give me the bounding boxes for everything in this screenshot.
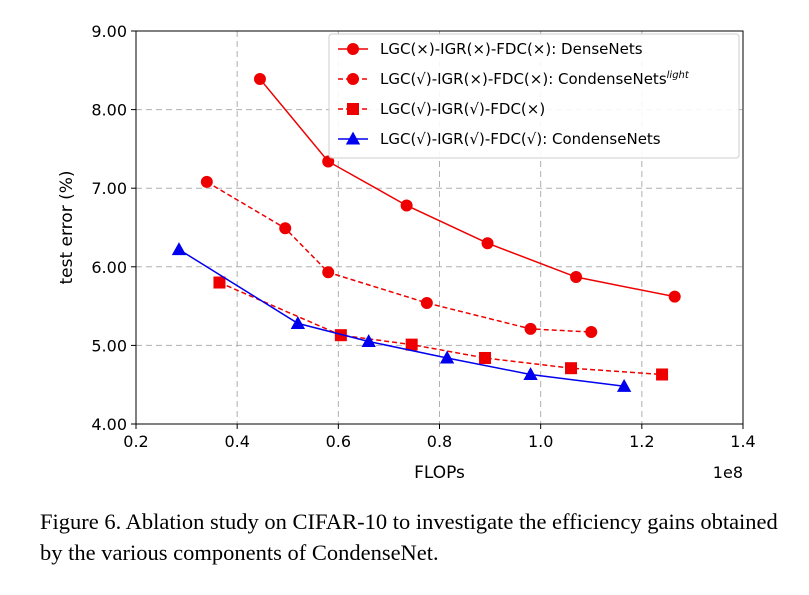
x-tick-label: 0.4 bbox=[224, 432, 249, 451]
y-axis-title: test error (%) bbox=[57, 170, 77, 284]
circle-marker bbox=[400, 199, 413, 212]
x-tick-label: 0.8 bbox=[427, 432, 452, 451]
legend-entry: LGC(√)-IGR(√)-FDC(×) bbox=[338, 100, 545, 118]
x-tick-label: 0.6 bbox=[326, 432, 351, 451]
series bbox=[171, 72, 681, 392]
series-2 bbox=[213, 276, 669, 381]
legend-entry: LGC(√)-IGR(×)-FDC(×): CondenseNetslight bbox=[338, 70, 690, 88]
triangle-marker bbox=[290, 316, 306, 329]
x-tick-label: 1.4 bbox=[730, 432, 755, 451]
y-tick-label: 5.00 bbox=[91, 336, 127, 355]
series-3 bbox=[171, 242, 632, 392]
y-tick-label: 4.00 bbox=[91, 415, 127, 434]
square-marker bbox=[347, 103, 359, 115]
circle-marker bbox=[322, 155, 335, 168]
figure-caption: Figure 6. Ablation study on CIFAR-10 to … bbox=[40, 509, 778, 565]
legend-box bbox=[328, 33, 740, 159]
legend-label: LGC(√)-IGR(×)-FDC(×): CondenseNetslight bbox=[380, 70, 690, 88]
circle-marker bbox=[668, 290, 681, 303]
chart: 0.2 0.4 0.6 0.8 1.0 1.2 1.4 4.00 5.00 6.00 7.00 8.0… bbox=[57, 22, 756, 483]
series-line bbox=[206, 181, 592, 333]
triangle-marker bbox=[361, 334, 376, 348]
circle-marker bbox=[200, 175, 213, 188]
legend: LGC(×)-IGR(×)-FDC(×): DenseNets LGC(√)-IG… bbox=[328, 33, 740, 159]
legend-entry: LGC(×)-IGR(×)-FDC(×): DenseNets bbox=[338, 40, 643, 58]
legend-label: LGC(√)-IGR(√)-FDC(√): CondenseNets bbox=[380, 130, 661, 148]
series-0 bbox=[253, 72, 681, 303]
legend-label-superscript: light bbox=[667, 70, 690, 81]
circle-marker bbox=[279, 222, 292, 235]
square-marker bbox=[565, 362, 578, 375]
x-axis-title: FLOPs bbox=[414, 463, 465, 483]
circle-marker bbox=[347, 43, 359, 55]
circle-marker bbox=[481, 237, 494, 250]
square-marker bbox=[213, 276, 226, 289]
legend-label: LGC(√)-IGR(√)-FDC(×) bbox=[380, 100, 545, 118]
series-line bbox=[259, 78, 675, 298]
circle-marker bbox=[253, 72, 266, 85]
circle-marker bbox=[570, 271, 583, 284]
series-line bbox=[219, 281, 663, 376]
circle-marker bbox=[322, 266, 335, 279]
y-tick-label: 7.00 bbox=[91, 179, 127, 198]
y-tick-label: 6.00 bbox=[91, 258, 127, 277]
square-marker bbox=[479, 351, 492, 364]
legend-label: LGC(×)-IGR(×)-FDC(×): DenseNets bbox=[380, 40, 643, 58]
x-tick-label: 0.2 bbox=[123, 432, 148, 451]
triangle-marker bbox=[345, 131, 361, 145]
circle-marker bbox=[347, 73, 359, 85]
circle-marker bbox=[524, 322, 537, 335]
x-tick-label: 1.0 bbox=[528, 432, 553, 451]
series-1 bbox=[200, 175, 598, 339]
series-line bbox=[178, 248, 625, 388]
y-tick-label: 8.00 bbox=[91, 101, 127, 120]
axis-ticks: 0.2 0.4 0.6 0.8 1.0 1.2 1.4 4.00 5.00 6.00 7.00 8.0… bbox=[91, 22, 755, 451]
triangle-marker bbox=[616, 378, 632, 392]
triangle-marker bbox=[439, 350, 455, 364]
y-tick-label: 9.00 bbox=[91, 22, 127, 41]
triangle-marker bbox=[171, 242, 187, 256]
circle-marker bbox=[420, 296, 433, 309]
x-tick-label: 1.2 bbox=[629, 432, 654, 451]
square-marker bbox=[656, 368, 669, 381]
x-axis-scale-label: 1e8 bbox=[713, 463, 743, 482]
square-marker bbox=[405, 338, 418, 351]
legend-entry: LGC(√)-IGR(√)-FDC(√): CondenseNets bbox=[338, 130, 661, 148]
circle-marker bbox=[585, 326, 598, 339]
triangle-marker bbox=[523, 367, 538, 381]
